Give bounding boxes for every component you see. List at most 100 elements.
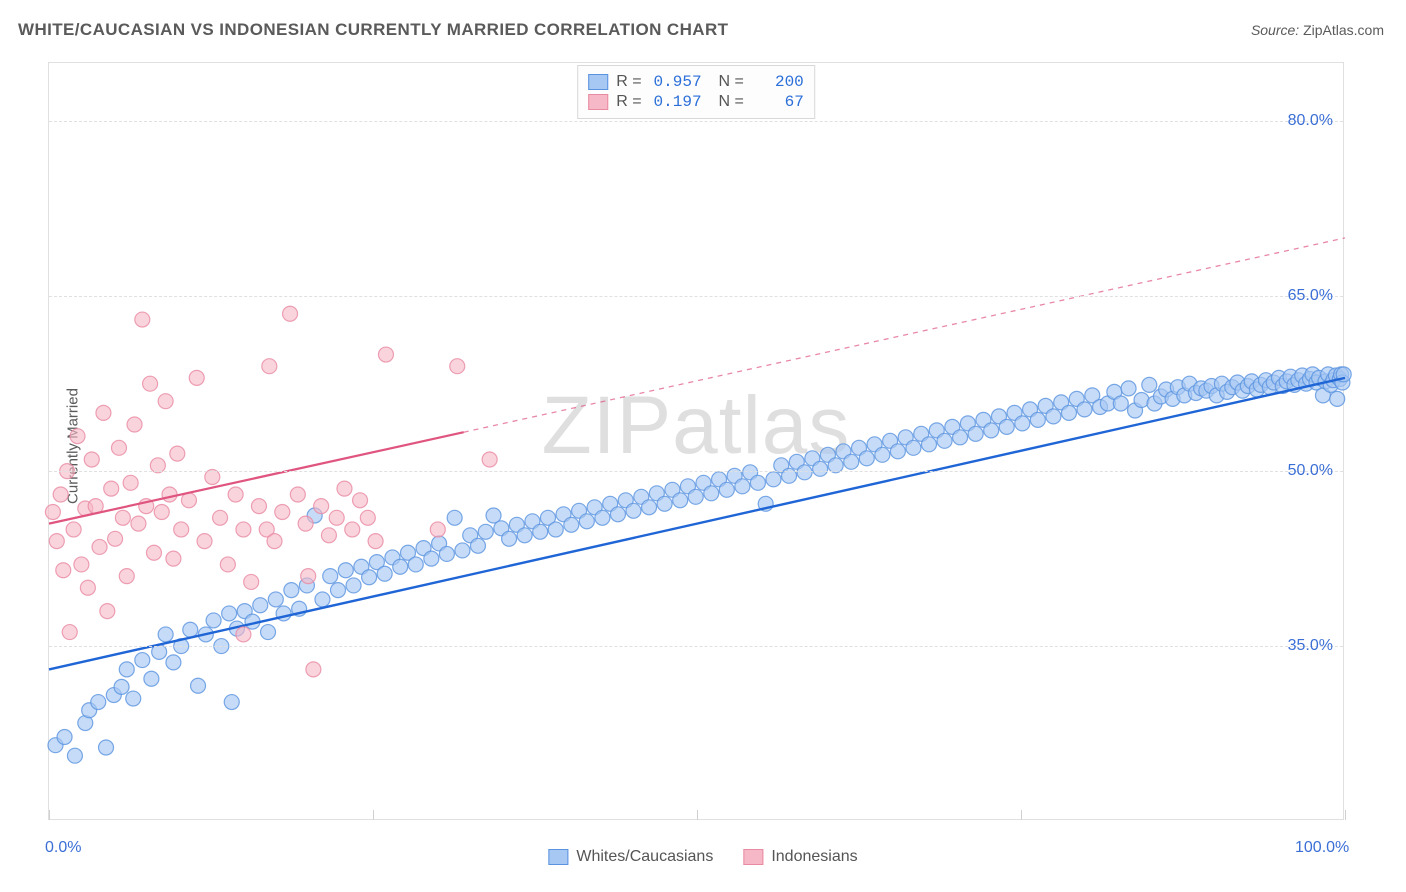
- data-point: [362, 570, 377, 585]
- legend-n-label: N =: [710, 93, 744, 111]
- legend-r-value: 0.197: [650, 93, 702, 111]
- data-point: [166, 655, 181, 670]
- data-point: [1015, 416, 1030, 431]
- data-point: [104, 481, 119, 496]
- data-point: [131, 516, 146, 531]
- data-point: [315, 592, 330, 607]
- data-point: [321, 528, 336, 543]
- data-point: [1077, 402, 1092, 417]
- data-point: [470, 538, 485, 553]
- data-point: [377, 566, 392, 581]
- data-point: [222, 606, 237, 621]
- data-point: [135, 653, 150, 668]
- data-point: [719, 482, 734, 497]
- data-point: [262, 359, 277, 374]
- legend-label: Indonesians: [771, 848, 857, 866]
- data-point: [533, 524, 548, 539]
- data-point: [154, 504, 169, 519]
- data-point: [127, 417, 142, 432]
- data-point: [84, 452, 99, 467]
- data-point: [123, 475, 138, 490]
- y-tick-label: 35.0%: [1288, 637, 1333, 655]
- legend-swatch: [743, 849, 763, 865]
- data-point: [100, 604, 115, 619]
- data-point: [220, 557, 235, 572]
- data-point: [1121, 381, 1136, 396]
- data-point: [236, 522, 251, 537]
- data-point: [548, 522, 563, 537]
- data-point: [1030, 412, 1045, 427]
- legend-r-label: R =: [616, 93, 641, 111]
- data-point: [197, 534, 212, 549]
- data-point: [119, 569, 134, 584]
- data-point: [337, 481, 352, 496]
- data-point: [158, 394, 173, 409]
- data-point: [236, 627, 251, 642]
- data-point: [301, 569, 316, 584]
- data-point: [859, 451, 874, 466]
- y-tick-label: 80.0%: [1288, 112, 1333, 130]
- data-point: [314, 499, 329, 514]
- data-point: [284, 583, 299, 598]
- gridline: [49, 296, 1343, 297]
- data-point: [224, 695, 239, 710]
- legend-swatch: [548, 849, 568, 865]
- legend-item: Indonesians: [743, 848, 857, 866]
- data-point: [267, 534, 282, 549]
- data-point: [564, 517, 579, 532]
- data-point: [1061, 405, 1076, 420]
- gridline: [49, 646, 1343, 647]
- data-point: [45, 504, 60, 519]
- x-tick: [373, 810, 374, 820]
- data-point: [1113, 396, 1128, 411]
- data-point: [49, 534, 64, 549]
- gridline: [49, 121, 1343, 122]
- data-point: [306, 662, 321, 677]
- data-point: [346, 578, 361, 593]
- data-point: [953, 430, 968, 445]
- legend-swatch: [588, 74, 608, 90]
- data-point: [797, 465, 812, 480]
- data-point: [502, 531, 517, 546]
- legend-swatch: [588, 94, 608, 110]
- data-point: [1142, 377, 1157, 392]
- data-point: [253, 598, 268, 613]
- data-point: [206, 613, 221, 628]
- legend-n-value: 67: [752, 93, 804, 111]
- data-point: [368, 534, 383, 549]
- source-value: ZipAtlas.com: [1303, 22, 1384, 38]
- data-point: [143, 376, 158, 391]
- regression-line-dashed: [464, 238, 1345, 432]
- data-point: [766, 472, 781, 487]
- x-tick: [1021, 810, 1022, 820]
- plot-svg: [49, 63, 1343, 819]
- data-point: [360, 510, 375, 525]
- gridline: [49, 471, 1343, 472]
- data-point: [735, 479, 750, 494]
- data-point: [170, 446, 185, 461]
- data-point: [174, 522, 189, 537]
- data-point: [213, 510, 228, 525]
- data-point: [111, 440, 126, 455]
- data-point: [166, 551, 181, 566]
- legend-item: Whites/Caucasians: [548, 848, 713, 866]
- data-point: [56, 563, 71, 578]
- data-point: [158, 627, 173, 642]
- x-tick-label: 100.0%: [1295, 839, 1349, 857]
- data-point: [393, 559, 408, 574]
- data-point: [626, 503, 641, 518]
- data-point: [813, 461, 828, 476]
- data-point: [162, 487, 177, 502]
- data-point: [455, 543, 470, 558]
- x-tick: [49, 810, 50, 820]
- data-point: [338, 563, 353, 578]
- legend-n-label: N =: [710, 73, 744, 91]
- data-point: [191, 678, 206, 693]
- legend-r-value: 0.957: [650, 73, 702, 91]
- data-point: [251, 499, 266, 514]
- data-point: [345, 522, 360, 537]
- data-point: [114, 679, 129, 694]
- data-point: [115, 510, 130, 525]
- data-point: [57, 730, 72, 745]
- data-point: [1046, 409, 1061, 424]
